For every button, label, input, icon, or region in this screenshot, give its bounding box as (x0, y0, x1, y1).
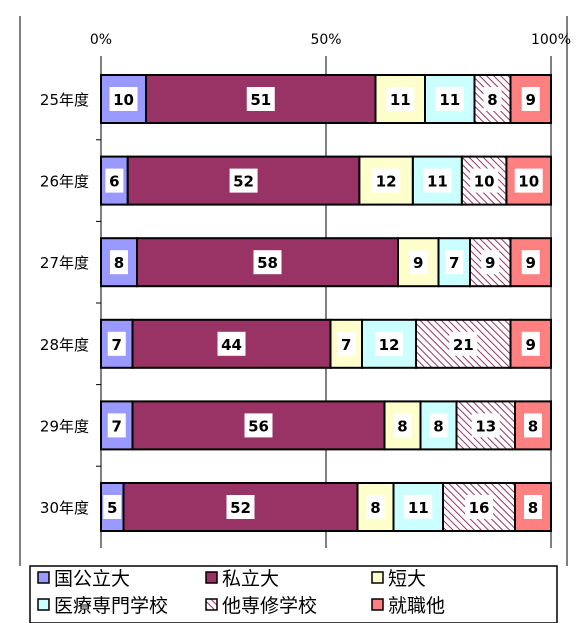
data-label-box (375, 331, 403, 356)
data-label: 7 (112, 336, 122, 354)
legend-swatch (205, 571, 218, 584)
legend-label: 私立大 (222, 568, 279, 590)
bar-segment (131, 318, 332, 369)
data-label-box (229, 168, 258, 193)
data-label-box (423, 168, 452, 193)
data-label: 13 (475, 417, 496, 435)
data-label-box (429, 413, 448, 438)
legend-label: 国公立大 (54, 568, 130, 590)
category-label: 28年度 (40, 336, 89, 354)
data-label: 9 (485, 254, 495, 272)
data-label-box (524, 413, 542, 438)
legend-box (29, 565, 558, 623)
data-label: 8 (487, 91, 497, 109)
data-label: 58 (257, 254, 278, 272)
data-label-box (107, 331, 126, 356)
data-label-box (514, 168, 543, 193)
legend-swatch (371, 598, 384, 611)
bar-segment (100, 318, 134, 369)
data-label: 11 (427, 173, 448, 191)
category-label: 30年度 (40, 499, 89, 517)
data-label-box (481, 250, 500, 275)
data-label-box (404, 495, 433, 519)
data-label-box (471, 413, 500, 438)
data-label-box (366, 495, 385, 519)
data-label: 52 (233, 173, 254, 191)
legend-swatch (37, 571, 50, 584)
data-label-box (372, 168, 401, 193)
data-label: 10 (474, 173, 495, 191)
data-label-box (393, 413, 412, 438)
legend-swatch (205, 598, 218, 611)
data-label: 52 (230, 499, 251, 517)
data-label-box (521, 331, 540, 356)
data-label: 8 (528, 417, 538, 435)
data-label-box (103, 495, 122, 519)
data-label: 8 (433, 417, 443, 435)
x-tick-label: 100% (531, 32, 571, 48)
data-label-box (470, 168, 499, 193)
data-label-box (337, 331, 356, 356)
data-label-box (253, 250, 282, 275)
data-label-box (105, 168, 124, 193)
data-label: 51 (250, 91, 271, 109)
data-label: 8 (114, 254, 124, 272)
data-label-box (246, 87, 275, 111)
data-label: 10 (113, 91, 134, 109)
legend-label: 他専修学校 (222, 595, 317, 617)
category-label: 27年度 (40, 254, 89, 272)
data-label: 7 (341, 336, 351, 354)
data-label: 11 (408, 499, 429, 517)
data-label: 21 (453, 336, 474, 354)
data-label-box (524, 495, 542, 519)
data-label-box (107, 413, 126, 438)
data-label: 11 (439, 91, 460, 109)
legend-label: 就職他 (388, 595, 445, 617)
data-label-box (483, 87, 502, 111)
data-label: 8 (370, 499, 380, 517)
data-label-box (435, 87, 464, 111)
data-label-box (386, 87, 415, 111)
data-label-box (244, 413, 273, 438)
data-label: 8 (397, 417, 407, 435)
data-label-box (217, 331, 246, 356)
data-label: 7 (112, 417, 122, 435)
legend-label: 医療専門学校 (54, 595, 168, 617)
legend-swatch (371, 571, 384, 584)
data-label: 9 (526, 91, 536, 109)
data-label-box (521, 250, 540, 275)
data-label: 56 (248, 417, 269, 435)
bar-segment (509, 318, 552, 369)
data-label: 9 (526, 336, 536, 354)
data-label-box (110, 250, 128, 275)
data-label-box (449, 331, 478, 356)
data-label-box (445, 250, 464, 275)
data-label-box (521, 87, 540, 111)
data-label-box (109, 87, 138, 111)
data-label: 10 (518, 173, 539, 191)
category-label: 26年度 (40, 173, 89, 191)
data-label: 9 (413, 254, 423, 272)
legend-swatch (37, 598, 50, 611)
x-tick-label: 0% (90, 32, 112, 48)
data-label: 44 (221, 336, 242, 354)
data-label-box (226, 495, 255, 519)
legend-label: 短大 (388, 568, 426, 590)
x-tick-label: 50% (310, 32, 341, 48)
data-label: 9 (526, 254, 536, 272)
category-label: 29年度 (40, 417, 89, 435)
data-label-box (465, 495, 493, 519)
data-label: 11 (390, 91, 411, 109)
data-label: 8 (528, 499, 538, 517)
data-label-box (409, 250, 428, 275)
data-label: 7 (449, 254, 459, 272)
category-label: 25年度 (40, 91, 89, 109)
data-label: 12 (376, 173, 397, 191)
data-label: 5 (107, 499, 117, 517)
data-label: 16 (469, 499, 490, 517)
data-label: 12 (379, 336, 400, 354)
data-label: 6 (109, 173, 119, 191)
